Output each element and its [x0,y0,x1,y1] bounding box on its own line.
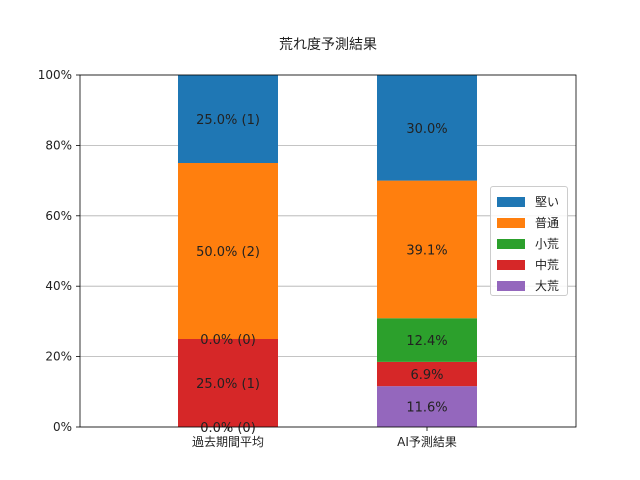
plot-frame [79,74,577,428]
legend-label: 普通 [535,216,560,230]
bar-segment [377,180,477,319]
chart-title: 荒れ度予測結果 [279,37,377,53]
data-label: 11.6% [406,401,447,416]
legend-label: 大荒 [535,279,560,293]
bar-segment [377,361,477,387]
bar-segment [377,386,477,427]
y-tick-label: 20% [45,350,72,364]
data-label: 12.4% [406,334,447,349]
data-label: 0.0% (0) [200,333,256,348]
data-label: 50.0% (2) [196,245,260,260]
legend-swatch [497,280,525,291]
legend-label: 堅い [535,195,560,209]
legend-label: 中荒 [535,258,560,272]
x-tick-label: 過去期間平均 [192,435,264,449]
data-label: 6.9% [410,368,443,383]
legend-swatch [497,217,525,228]
legend-item: 堅い [497,191,567,212]
data-label: 39.1% [406,243,447,258]
bar-segment [178,163,278,339]
data-label: 30.0% [406,122,447,137]
legend-item: 中荒 [497,254,567,275]
legend-swatch [497,238,525,249]
y-tick-label: 80% [45,138,72,152]
y-tick-label: 40% [45,279,72,293]
data-label: 25.0% (1) [196,113,260,128]
chart-legend: 堅い普通小荒中荒大荒 [490,186,568,296]
bar-segment [178,339,278,427]
bar-segment [178,75,278,163]
legend-label: 小荒 [535,237,560,251]
legend-item: 普通 [497,212,567,233]
bar-segment [377,75,477,181]
y-tick-label: 100% [38,68,72,82]
legend-swatch [497,259,525,270]
legend-swatch [497,196,525,207]
x-tick-label: AI予測結果 [397,435,457,449]
bar-segment [377,318,477,362]
data-label: 25.0% (1) [196,377,260,392]
y-tick-label: 0% [53,420,72,434]
legend-item: 小荒 [497,233,567,254]
y-tick-label: 60% [45,209,72,223]
legend-item: 大荒 [497,275,567,296]
